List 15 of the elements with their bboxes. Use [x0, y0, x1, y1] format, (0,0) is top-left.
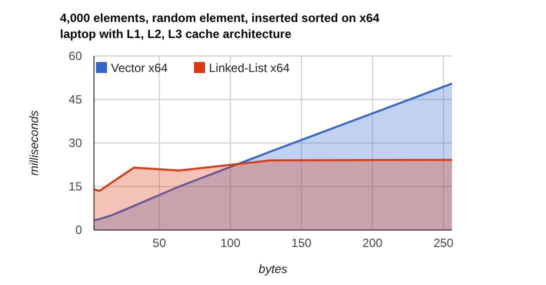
y-axis-title: milliseconds [27, 110, 41, 176]
legend-label: Vector x64 [111, 61, 168, 75]
x-tick-label: 100 [220, 236, 241, 250]
y-tick-label: 60 [68, 49, 82, 63]
x-tick-label: 150 [291, 236, 312, 250]
chart-title: 4,000 elements, random element, inserted sorted on x64 laptop with L1, L2, L3 cache architecture [60, 11, 380, 41]
y-tick-label: 0 [75, 223, 82, 237]
x-tick-label: 200 [362, 236, 383, 250]
x-tick-label: 50 [152, 236, 166, 250]
x-tick-label: 250 [433, 236, 454, 250]
y-tick-label: 45 [68, 92, 82, 106]
y-tick-label: 30 [68, 136, 82, 150]
x-axis-title: bytes [258, 262, 288, 276]
legend-label: Linked-List x64 [209, 61, 290, 75]
y-tick-label: 15 [68, 180, 82, 194]
